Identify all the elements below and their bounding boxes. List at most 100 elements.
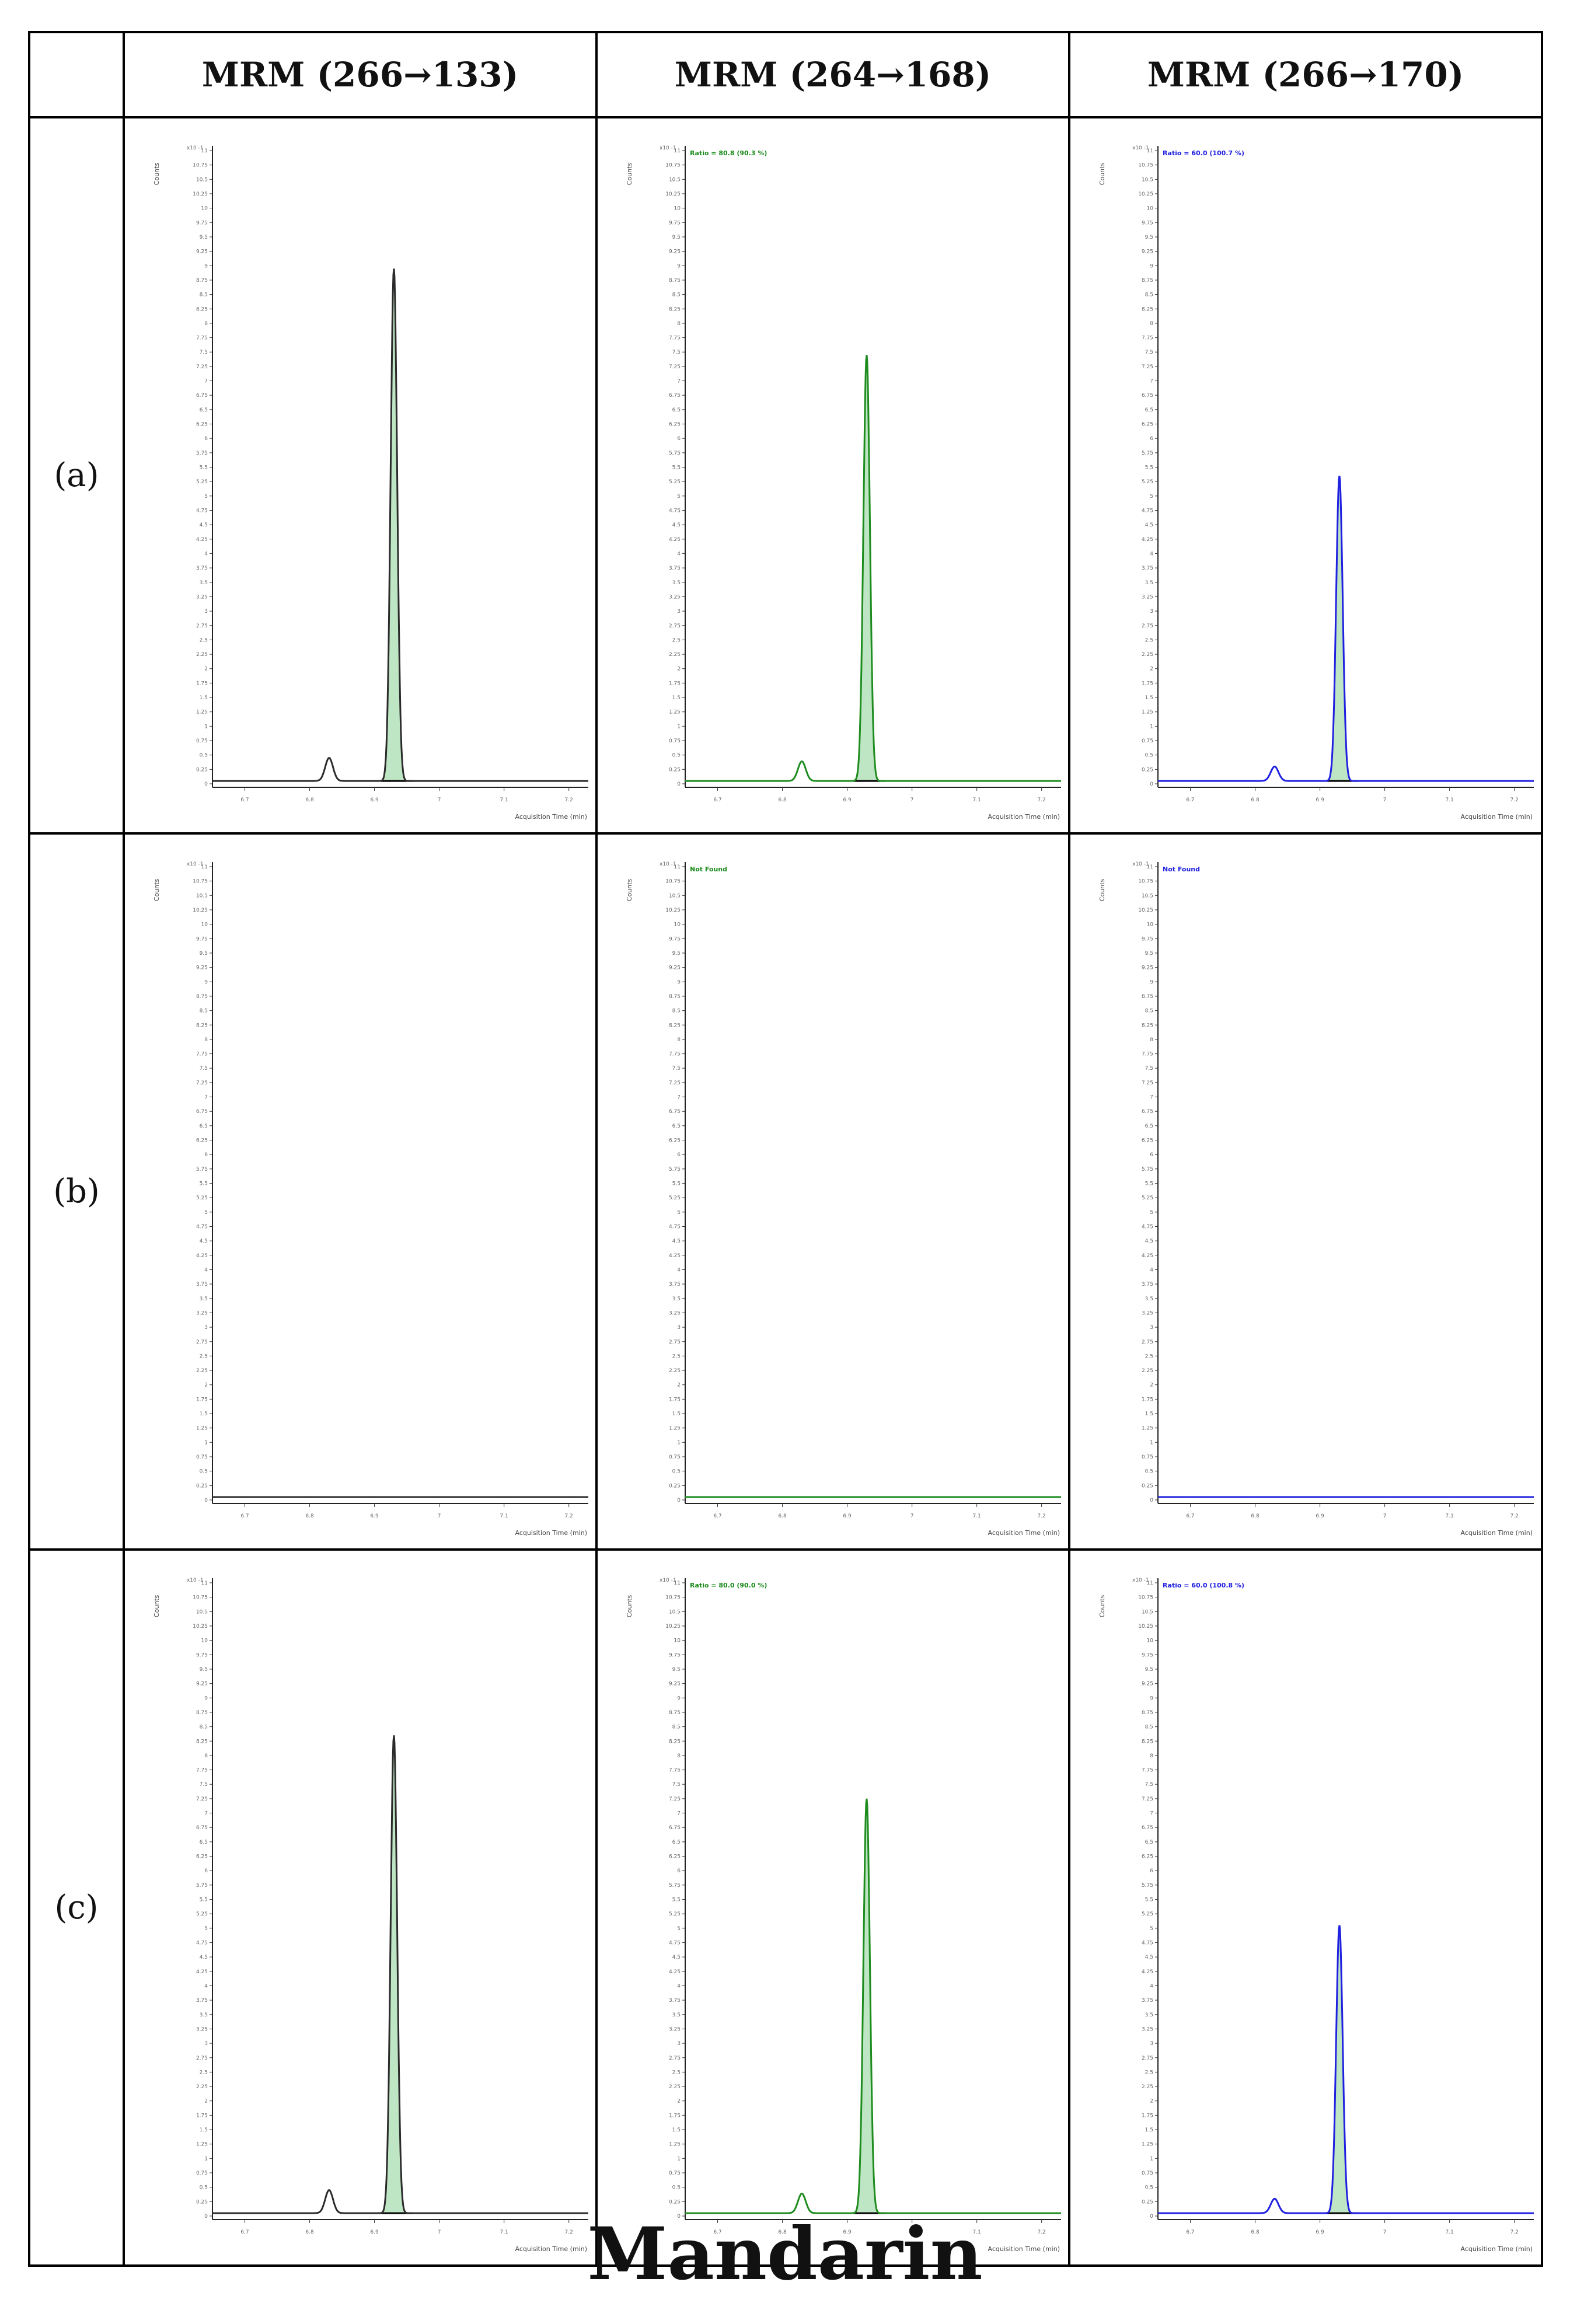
y-tick-label: 3 — [677, 609, 681, 615]
y-tick-label: 5 — [677, 1210, 681, 1216]
y-tick-label: 11 — [201, 148, 208, 154]
y-tick-label: 8.5 — [672, 1725, 681, 1730]
y-tick-label: 7 — [204, 1095, 208, 1101]
y-tick-label: 10.5 — [669, 893, 681, 899]
y-tick-label: 4.25 — [669, 1969, 681, 1975]
y-tick-label: 4.25 — [1142, 1969, 1153, 1975]
y-tick-label: 4.75 — [196, 1940, 208, 1946]
y-tick-label: 10 — [1147, 206, 1154, 212]
y-tick-label: 8 — [1150, 321, 1153, 327]
y-tick-label: 0 — [204, 2214, 208, 2220]
y-tick-label: 8.5 — [1145, 1009, 1153, 1014]
x-tick-label: 7 — [910, 1513, 914, 1519]
y-tick-label: 5.5 — [672, 1181, 681, 1187]
integrated-peak-area — [384, 268, 407, 781]
y-tick-label: 2.25 — [669, 652, 681, 658]
y-tick-label: 3 — [1150, 2041, 1153, 2047]
y-tick-label: 7.5 — [672, 1066, 681, 1072]
y-tick-label: 3 — [204, 609, 208, 615]
y-tick-label: 10.75 — [193, 1595, 208, 1601]
y-tick-label: 10 — [201, 1638, 208, 1644]
y-tick-label: 6.5 — [672, 1123, 681, 1129]
y-tick-label: 0 — [1150, 2214, 1153, 2220]
y-tick-label: 4.25 — [196, 1253, 208, 1259]
y-tick-label: 11 — [201, 1580, 208, 1586]
y-axis-multiplier: x10 -1 — [1132, 861, 1149, 867]
y-tick-label: 7.75 — [196, 336, 208, 341]
y-tick-label: 5.75 — [1142, 451, 1153, 456]
x-tick-label: 7 — [438, 797, 441, 803]
y-tick-label: 10.5 — [1142, 177, 1153, 183]
y-tick-label: 7.25 — [669, 364, 681, 370]
integrated-peak-area — [384, 1735, 407, 2214]
x-tick-label: 6.9 — [370, 2229, 379, 2235]
x-tick-label: 6.7 — [240, 797, 249, 803]
y-tick-label: 0.75 — [669, 2171, 681, 2176]
y-tick-label: 0.75 — [669, 738, 681, 744]
y-tick-label: 1 — [204, 1440, 208, 1446]
y-tick-label: 9 — [204, 263, 208, 269]
y-tick-label: 9 — [204, 1695, 208, 1701]
x-tick-label: 6.7 — [713, 2229, 721, 2235]
y-tick-label: 9.25 — [196, 965, 208, 971]
y-tick-label: 4.25 — [669, 1253, 681, 1259]
x-tick-label: 6.8 — [778, 797, 787, 803]
signal-trace — [212, 1735, 588, 2214]
y-tick-label: 3.5 — [672, 2012, 681, 2018]
y-tick-label: 6.25 — [1142, 1138, 1153, 1144]
y-axis-title: Counts — [153, 1595, 161, 1618]
y-tick-label: 6.25 — [669, 422, 681, 428]
y-tick-label: 4.75 — [196, 1224, 208, 1230]
y-tick-label: 7.25 — [196, 1080, 208, 1086]
y-tick-label: 5.25 — [669, 1911, 681, 1917]
x-tick-label: 6.8 — [1251, 1513, 1260, 1519]
x-tick-label: 6.9 — [370, 1513, 379, 1519]
x-tick-label: 6.7 — [713, 1513, 721, 1519]
y-tick-label: 7 — [204, 1811, 208, 1817]
y-tick-label: 8.25 — [669, 1023, 681, 1028]
signal-trace — [1158, 1925, 1534, 2214]
y-tick-label: 9.25 — [669, 249, 681, 255]
y-tick-label: 2 — [1150, 1383, 1153, 1388]
y-tick-label: 8.75 — [669, 1710, 681, 1716]
y-tick-label: 0.25 — [669, 1483, 681, 1489]
x-tick-label: 7 — [438, 2229, 441, 2235]
y-tick-label: 10.5 — [1142, 893, 1153, 899]
y-axis-title: Counts — [626, 879, 633, 902]
y-tick-label: 6.5 — [672, 1840, 681, 1845]
y-tick-label: 3.5 — [200, 580, 208, 586]
y-tick-label: 9.25 — [196, 1681, 208, 1687]
y-axis-multiplier: x10 -1 — [660, 861, 676, 867]
y-tick-label: 4.75 — [196, 508, 208, 514]
y-tick-label: 10 — [674, 206, 681, 212]
y-tick-label: 10 — [1147, 922, 1154, 928]
x-tick-label: 6.7 — [240, 1513, 249, 1519]
y-tick-label: 4.25 — [1142, 537, 1153, 543]
y-tick-label: 5 — [1150, 494, 1153, 500]
x-tick-label: 6.9 — [370, 797, 379, 803]
y-tick-label: 5 — [204, 1210, 208, 1216]
y-tick-label: 1.5 — [672, 695, 681, 701]
y-tick-label: 10.75 — [1138, 163, 1153, 169]
y-tick-label: 3.5 — [200, 1296, 208, 1302]
y-tick-label: 7.75 — [1142, 336, 1153, 341]
x-tick-label: 6.9 — [843, 797, 852, 803]
y-tick-label: 8.75 — [1142, 994, 1153, 1000]
y-tick-label: 10.25 — [1138, 1624, 1153, 1629]
y-tick-label: 7.5 — [672, 350, 681, 355]
signal-trace — [1158, 476, 1534, 782]
y-tick-label: 7.75 — [669, 1768, 681, 1774]
x-tick-label: 7.1 — [500, 2229, 508, 2235]
y-tick-label: 3 — [204, 2041, 208, 2047]
y-tick-label: 0.25 — [196, 1483, 208, 1489]
y-tick-label: 9.75 — [196, 936, 208, 942]
y-tick-label: 7.25 — [1142, 1796, 1153, 1802]
x-tick-label: 6.9 — [843, 1513, 852, 1519]
y-tick-label: 4.25 — [196, 1969, 208, 1975]
y-tick-label: 3.25 — [1142, 1310, 1153, 1316]
y-tick-label: 1.75 — [196, 681, 208, 686]
y-tick-label: 3.75 — [669, 1282, 681, 1287]
y-tick-label: 6 — [204, 1868, 208, 1874]
figure-row: (a) Counts x10 -1 0 0.25 0.5 0.75 1 1.25 1.5 1.75… — [28, 116, 1543, 835]
y-tick-label: 8.75 — [196, 1710, 208, 1716]
